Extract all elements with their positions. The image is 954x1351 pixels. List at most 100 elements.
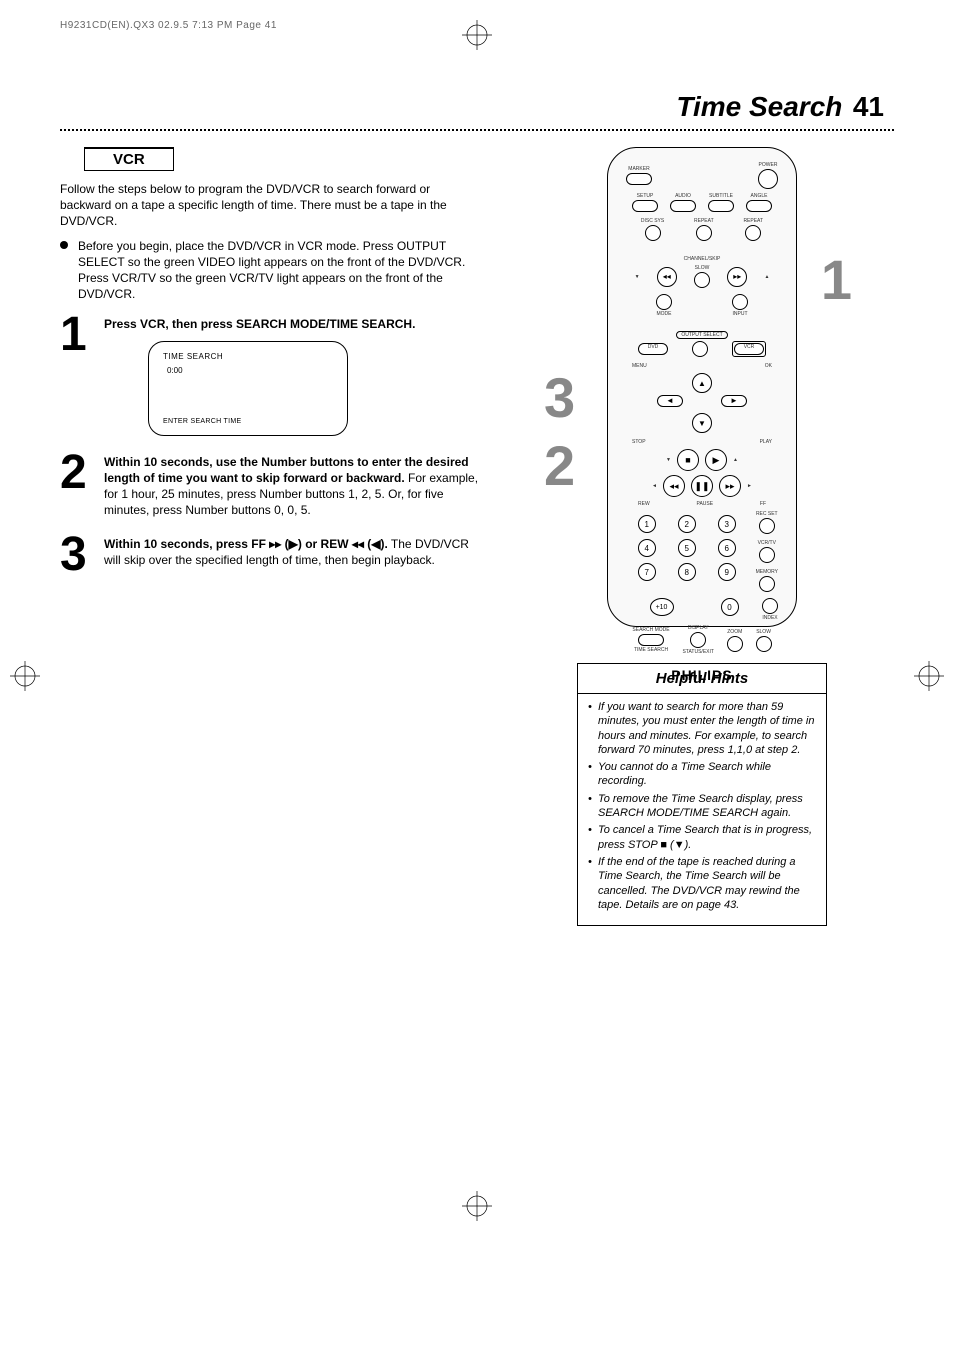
step-2: 2 Within 10 seconds, use the Number butt…: [60, 454, 480, 519]
btn-9[interactable]: 9: [718, 563, 736, 581]
btn-1[interactable]: 1: [638, 515, 656, 533]
dpad[interactable]: ▲ ◄ ► ▼: [657, 373, 747, 433]
btn-repeat[interactable]: [696, 225, 712, 241]
osd-display: TIME SEARCH 0:00 ENTER SEARCH TIME: [148, 341, 348, 436]
memory-label: MEMORY: [756, 569, 778, 575]
stop-label: STOP: [632, 439, 646, 445]
btn-plus10[interactable]: +10: [650, 598, 674, 616]
hint-1: If you want to search for more than 59 m…: [598, 700, 816, 757]
dpad-up[interactable]: ▲: [692, 373, 712, 393]
btn-repeat2[interactable]: [745, 225, 761, 241]
step-3-number: 3: [60, 536, 94, 574]
step-1: 1 Press VCR, then press SEARCH MODE/TIME…: [60, 316, 480, 435]
dpad-left[interactable]: ◄: [657, 395, 683, 407]
btn-ok-label: OK: [765, 363, 772, 369]
btn-power-label: POWER: [759, 162, 778, 168]
numpad: 1 2 3 4 5 6 7 8 9: [632, 515, 742, 581]
btn-index[interactable]: [762, 598, 778, 614]
btn-6[interactable]: 6: [718, 539, 736, 557]
btn-stop[interactable]: ■: [677, 449, 699, 471]
btn-5[interactable]: 5: [678, 539, 696, 557]
crop-mark-right: [914, 661, 944, 691]
btn-audio[interactable]: [670, 200, 696, 212]
btn-output-select[interactable]: [692, 341, 708, 357]
bullet-dot-icon: [60, 241, 68, 249]
helpful-hints-box: Helpful Hints If you want to search for …: [577, 663, 827, 926]
btn-ch-up[interactable]: ▸▸: [727, 267, 747, 287]
step-2-number: 2: [60, 454, 94, 519]
slow2-label: SLOW: [756, 629, 771, 635]
btn-recset[interactable]: [759, 518, 775, 534]
btn-memory[interactable]: [759, 576, 775, 592]
btn-angle-label: ANGLE: [751, 193, 768, 199]
btn-vcrtv[interactable]: [759, 547, 775, 563]
btn-repeat2-label: REPEAT: [743, 218, 763, 224]
btn-7[interactable]: 7: [638, 563, 656, 581]
btn-marker[interactable]: [626, 173, 652, 185]
btn-pause[interactable]: ❚❚: [691, 475, 713, 497]
hint-3: To remove the Time Search display, press…: [598, 792, 816, 821]
hint-5: If the end of the tape is reached during…: [598, 855, 816, 912]
btn-subtitle[interactable]: [708, 200, 734, 212]
divider: [60, 129, 894, 131]
step-1-number: 1: [60, 316, 94, 435]
prerequisite-text: Before you begin, place the DVD/VCR in V…: [78, 238, 480, 303]
btn-3[interactable]: 3: [718, 515, 736, 533]
intro-text: Follow the steps below to program the DV…: [60, 181, 480, 230]
channel-skip-label: CHANNEL/SKIP: [684, 256, 721, 262]
dpad-right[interactable]: ►: [721, 395, 747, 407]
btn-subtitle-label: SUBTITLE: [709, 193, 733, 199]
btn-searchmode[interactable]: [638, 634, 664, 646]
btn-setup-label: SETUP: [637, 193, 654, 199]
btn-setup[interactable]: [632, 200, 658, 212]
callout-1: 1: [821, 247, 852, 312]
step-3: 3 Within 10 seconds, press FF ▸▸ (▶) or …: [60, 536, 480, 574]
btn-ch-down[interactable]: ◂◂: [657, 267, 677, 287]
btn-vcr[interactable]: VCR: [734, 343, 764, 355]
dpad-down[interactable]: ▼: [692, 413, 712, 433]
btn-mode[interactable]: [656, 294, 672, 310]
prerequisite-bullet: Before you begin, place the DVD/VCR in V…: [60, 238, 480, 303]
btn-input[interactable]: [732, 294, 748, 310]
btn-slow[interactable]: [694, 272, 710, 288]
btn-power[interactable]: [758, 169, 778, 189]
play-label: PLAY: [760, 439, 772, 445]
btn-zoom[interactable]: [727, 636, 743, 652]
crop-mark-top: [462, 20, 492, 50]
btn-play[interactable]: ▶: [705, 449, 727, 471]
btn-angle[interactable]: [746, 200, 772, 212]
btn-rew[interactable]: ◂◂: [663, 475, 685, 497]
statusexit-label: STATUS/EXIT: [682, 649, 713, 655]
btn-menu-label: MENU: [632, 363, 647, 369]
crop-mark-left: [10, 661, 40, 691]
right-column: 1 3 2 MARKER POWER SETUP AUDIO SUBTITLE …: [510, 147, 894, 926]
btn-dvd[interactable]: DVD: [638, 343, 668, 355]
step-1-bold: Press VCR, then press SEARCH MODE/TIME S…: [104, 317, 415, 331]
btn-marker-label: MARKER: [628, 166, 649, 172]
index-label: INDEX: [762, 615, 777, 621]
btn-slow2[interactable]: [756, 636, 772, 652]
crop-mark-bottom: [462, 1191, 492, 1221]
btn-4[interactable]: 4: [638, 539, 656, 557]
btn-8[interactable]: 8: [678, 563, 696, 581]
left-column: VCR Follow the steps below to program th…: [60, 147, 480, 926]
callout-3: 3: [544, 365, 575, 430]
page-title-row: Time Search 41: [60, 91, 894, 123]
btn-mode-label: MODE: [657, 311, 672, 317]
osd-time: 0:00: [167, 366, 333, 377]
page-title: Time Search: [676, 91, 842, 122]
btn-display[interactable]: [690, 632, 706, 648]
btn-ff[interactable]: ▸▸: [719, 475, 741, 497]
btn-discsys-label: DISC SYS: [641, 218, 664, 224]
recset-label: REC SET: [756, 511, 778, 517]
osd-prompt: ENTER SEARCH TIME: [163, 417, 241, 426]
btn-2[interactable]: 2: [678, 515, 696, 533]
zoom-label: ZOOM: [727, 629, 742, 635]
hint-2: You cannot do a Time Search while record…: [598, 760, 816, 789]
osd-title: TIME SEARCH: [163, 352, 333, 363]
vcrtv-label: VCR/TV: [758, 540, 776, 546]
btn-discsys[interactable]: [645, 225, 661, 241]
btn-0[interactable]: 0: [721, 598, 739, 616]
philips-logo: PHILIPS: [626, 667, 778, 683]
output-select-label: OUTPUT SELECT: [676, 331, 727, 339]
